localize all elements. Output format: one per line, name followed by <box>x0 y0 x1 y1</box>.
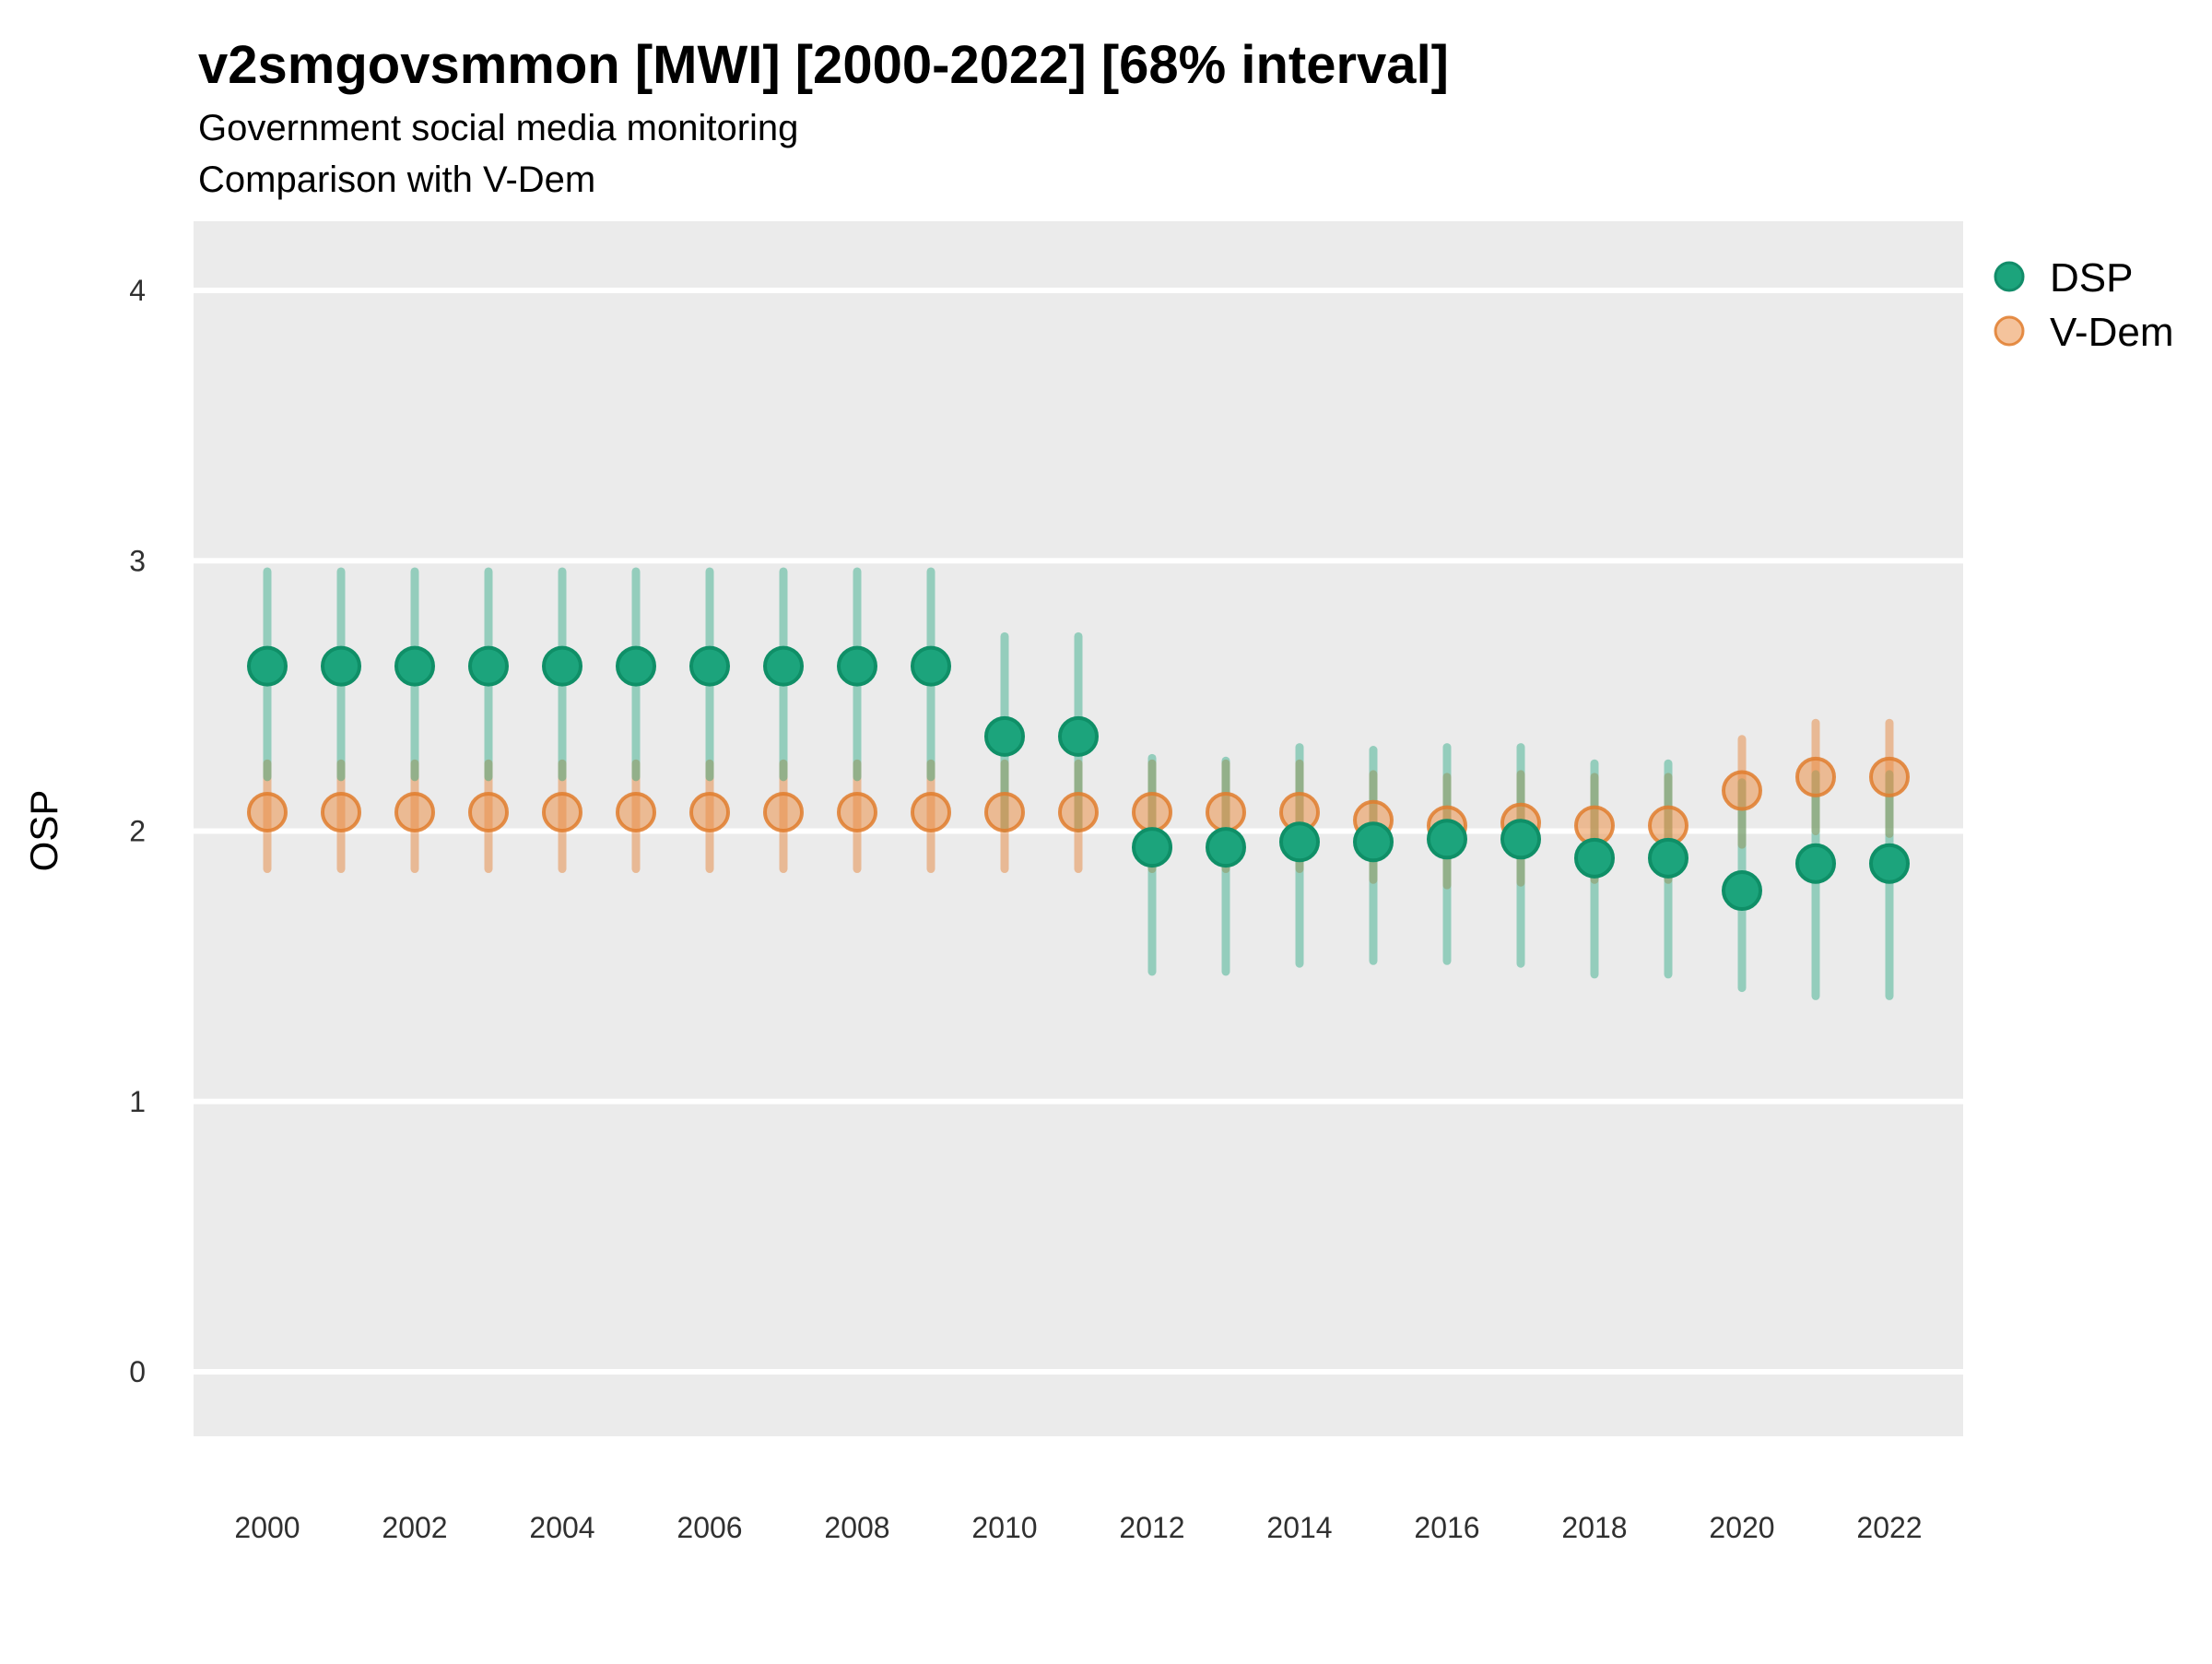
x-tick-label: 2008 <box>824 1511 889 1544</box>
dsp-point <box>1648 837 1688 879</box>
dsp-point <box>763 645 804 687</box>
x-tick-label: 2016 <box>1414 1511 1479 1544</box>
x-tick-label: 2014 <box>1266 1511 1332 1544</box>
dsp-point <box>1574 837 1615 879</box>
vdem-point <box>837 791 877 832</box>
y-tick-label: 4 <box>129 274 146 307</box>
legend-dsp-icon <box>1994 261 2025 292</box>
vdem-point <box>763 791 804 832</box>
data-points-layer <box>247 645 1910 912</box>
dsp-point <box>1206 827 1246 868</box>
vdem-point <box>1722 770 1762 811</box>
chart-subtitle-line1: Government social media monitoring <box>198 108 798 148</box>
vdem-point <box>984 791 1025 832</box>
y-tick-label: 3 <box>129 544 146 577</box>
y-axis-tick-labels: 0 1 2 3 4 <box>129 274 146 1388</box>
vdem-point <box>911 791 951 832</box>
legend: DSP V-Dem <box>1994 255 2173 355</box>
dsp-point <box>1500 819 1541 860</box>
y-tick-label: 0 <box>129 1355 146 1388</box>
dsp-point <box>1279 821 1320 863</box>
dsp-point <box>1722 870 1762 912</box>
dsp-point <box>1132 827 1172 868</box>
vdem-point <box>1058 791 1099 832</box>
vdem-point <box>1869 756 1910 797</box>
vdem-point <box>616 791 656 832</box>
x-tick-label: 2000 <box>234 1511 300 1544</box>
vdem-point <box>1132 791 1172 832</box>
x-tick-label: 2012 <box>1119 1511 1184 1544</box>
dsp-point <box>321 645 361 687</box>
x-tick-label: 2006 <box>677 1511 742 1544</box>
y-tick-label: 2 <box>129 815 146 848</box>
chart-title: v2smgovsmmon [MWI] [2000-2022] [68% inte… <box>198 35 1449 95</box>
x-tick-label: 2004 <box>529 1511 594 1544</box>
x-tick-label: 2020 <box>1709 1511 1774 1544</box>
x-tick-label: 2022 <box>1856 1511 1922 1544</box>
legend-dsp-label: DSP <box>2050 255 2133 301</box>
dsp-point <box>984 715 1025 757</box>
chart-subtitle-line2: Comparison with V-Dem <box>198 159 595 200</box>
vdem-point <box>394 791 435 832</box>
x-tick-label: 2010 <box>971 1511 1037 1544</box>
dsp-point <box>1869 843 1910 884</box>
y-axis-title: OSP <box>22 790 65 872</box>
vdem-point <box>689 791 730 832</box>
legend-vdem-label: V-Dem <box>2050 310 2173 355</box>
dsp-point <box>394 645 435 687</box>
vdem-point <box>1795 756 1836 797</box>
dsp-point <box>542 645 582 687</box>
x-tick-label: 2002 <box>382 1511 447 1544</box>
dsp-point <box>1795 843 1836 884</box>
dsp-point <box>1427 819 1467 860</box>
vdem-point <box>247 791 288 832</box>
x-axis-tick-labels: 2000 2002 2004 2006 2008 2010 2012 2014 2016 2018… <box>234 1511 1922 1544</box>
x-tick-label: 2018 <box>1561 1511 1627 1544</box>
dsp-point <box>468 645 509 687</box>
y-tick-label: 1 <box>129 1085 146 1118</box>
dsp-point <box>837 645 877 687</box>
dsp-point <box>247 645 288 687</box>
legend-vdem-icon <box>1994 315 2025 347</box>
dsp-point <box>1058 715 1099 757</box>
vdem-point <box>1206 791 1246 832</box>
dsp-point <box>689 645 730 687</box>
dsp-point <box>616 645 656 687</box>
vdem-point <box>468 791 509 832</box>
vdem-point <box>321 791 361 832</box>
dsp-point <box>1353 821 1394 863</box>
vdem-point <box>542 791 582 832</box>
dsp-point <box>911 645 951 687</box>
